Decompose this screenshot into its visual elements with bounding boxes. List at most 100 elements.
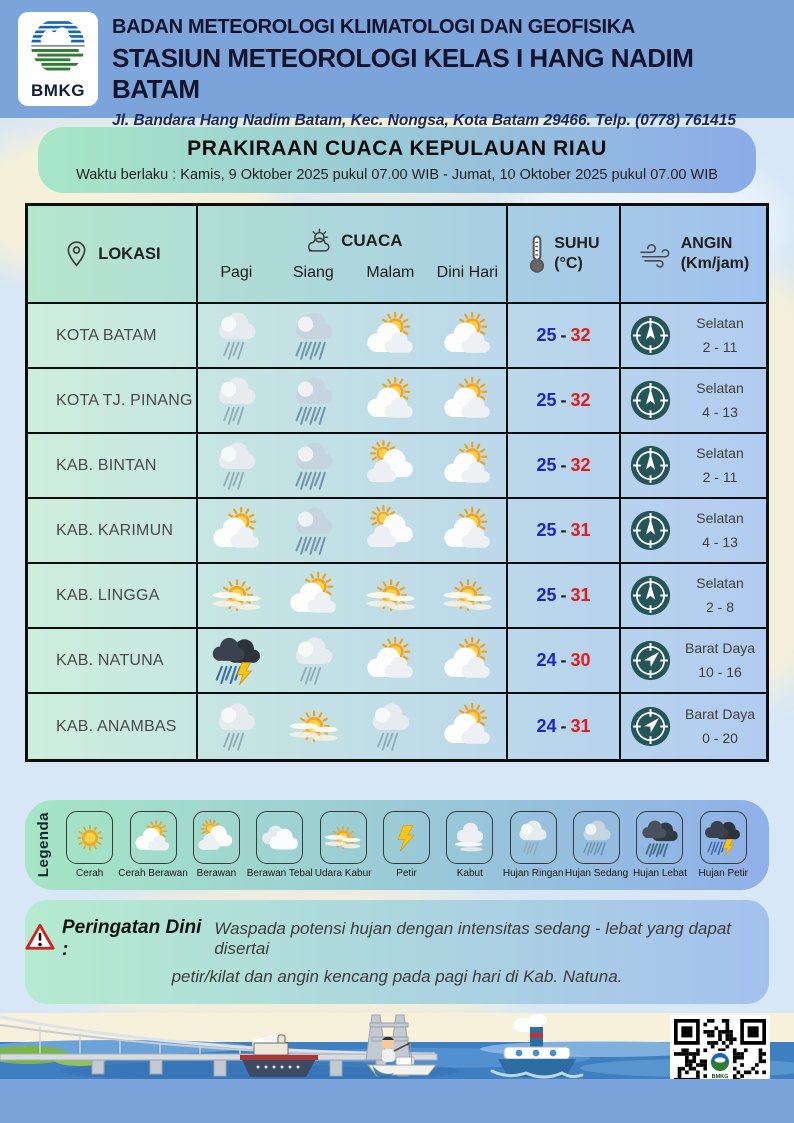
wind-direction: Selatan xyxy=(696,445,744,462)
weather-icon-pagi xyxy=(198,306,275,366)
header-band: BMKG BADAN METEOROLOGI KLIMATOLOGI DAN G… xyxy=(0,0,794,129)
content-area: PRAKIRAAN CUACA KEPULAUAN RIAU Waktu ber… xyxy=(0,118,794,1079)
wind-speed-range: 2 - 8 xyxy=(706,598,735,615)
period-siang: Siang xyxy=(292,263,334,281)
forecast-table: LOKASI CUACA xyxy=(25,203,769,762)
warning-text-line2: petir/kilat dan angin kencang pada pagi … xyxy=(171,967,623,986)
legend-band: Legenda Cerah Cerah Berawan Berawan Berawan… xyxy=(25,800,769,890)
temperature-range: 25 - 31 xyxy=(506,499,619,562)
table-row: KAB. KARIMUN 25 - 31 Selatan 4 - 13 xyxy=(28,499,766,564)
location-label: KAB. BINTAN xyxy=(56,456,157,474)
weather-icon-dini-hari xyxy=(429,306,506,366)
temp-separator: - xyxy=(560,455,567,475)
temp-max: 32 xyxy=(570,390,591,410)
weather-icon-dini-hari xyxy=(429,371,506,431)
weather-icon-pagi xyxy=(198,371,275,431)
legend-icon-berawan-tebal xyxy=(256,811,304,864)
weather-icon-malam xyxy=(352,697,429,757)
wind-unit-label: (Km/jam) xyxy=(680,255,750,272)
period-dini-hari: Dini Hari xyxy=(436,263,498,281)
legend-label: Hujan Sedang xyxy=(564,868,629,879)
period-headers: Pagi Siang Malam Dini Hari xyxy=(198,264,506,282)
weather-icon-dini-hari xyxy=(429,566,506,626)
column-header-weather: CUACA Pagi Siang Malam Dini Hari xyxy=(195,206,506,302)
wind-icon xyxy=(639,244,670,268)
legend-icon-berawan xyxy=(192,811,240,864)
warning-title: Peringatan Dini : xyxy=(62,917,202,960)
table-row: KOTA BATAM 25 - 32 Selatan 2 - 11 xyxy=(28,304,766,369)
column-header-wind: ANGIN (Km/jam) xyxy=(618,206,766,302)
weather-header-icon xyxy=(308,228,330,252)
temp-min: 25 xyxy=(536,520,557,540)
period-malam: Malam xyxy=(366,263,415,281)
temp-max: 31 xyxy=(570,520,591,540)
weather-icon-malam xyxy=(352,501,429,561)
bmkg-logo-label: BMKG xyxy=(31,81,85,100)
legend-icon-hujan-ringan xyxy=(509,811,557,864)
wind-speed-range: 10 - 16 xyxy=(698,663,742,680)
temp-max: 32 xyxy=(570,455,591,475)
temperature-range: 25 - 32 xyxy=(506,304,619,367)
qr-code: BMKG xyxy=(670,1015,770,1079)
location-label: KAB. NATUNA xyxy=(56,651,164,669)
forecast-validity: Waktu berlaku : Kamis, 9 Oktober 2025 pu… xyxy=(76,167,718,183)
weather-icon-malam xyxy=(352,306,429,366)
temp-max: 31 xyxy=(570,716,591,736)
legend-item: Hujan Sedang xyxy=(565,811,628,879)
legend-icon-hujan-lebat xyxy=(636,811,684,864)
warning-triangle-icon xyxy=(25,922,55,957)
legend-icon-hujan-sedang xyxy=(573,811,621,864)
wind-direction: Barat Daya xyxy=(684,706,756,723)
legend-label: Berawan xyxy=(196,868,237,879)
wind-speed-range: 2 - 11 xyxy=(702,468,738,485)
wind-compass-icon xyxy=(630,380,671,421)
legend-label: Petir xyxy=(396,868,417,879)
wind-compass-icon xyxy=(630,315,671,356)
warning-band: Peringatan Dini : Waspada potensi hujan … xyxy=(25,900,769,1004)
temperature-range: 25 - 31 xyxy=(506,564,619,627)
wind-direction: Selatan xyxy=(696,510,744,527)
temp-separator: - xyxy=(560,716,567,736)
temp-max: 32 xyxy=(570,325,591,345)
weather-header-label: CUACA xyxy=(341,230,403,250)
legend-label: Kabut xyxy=(456,868,483,879)
wind-speed-range: 4 - 13 xyxy=(702,403,738,420)
weather-icon-pagi xyxy=(198,566,275,626)
location-pin-icon xyxy=(67,241,86,267)
temp-min: 24 xyxy=(536,650,557,670)
wind-speed-range: 4 - 13 xyxy=(702,533,738,550)
wind-speed-range: 0 - 20 xyxy=(702,729,738,746)
legend-item: Hujan Lebat xyxy=(632,811,688,879)
location-label: KOTA BATAM xyxy=(56,326,157,344)
temp-separator: - xyxy=(560,390,567,410)
weather-icon-siang xyxy=(275,306,352,366)
table-row: KAB. NATUNA 24 - 30 Barat Daya 10 - 16 xyxy=(28,629,766,694)
weather-icon-pagi xyxy=(198,697,275,757)
weather-icon-pagi xyxy=(198,501,275,561)
legend-icon-cerah xyxy=(66,811,114,864)
column-header-location: LOKASI xyxy=(28,206,196,302)
legend-label: Hujan Petir xyxy=(698,868,748,879)
weather-icon-siang xyxy=(275,631,352,691)
temp-separator: - xyxy=(560,520,567,540)
table-row: KOTA TJ. PINANG 25 - 32 Selatan 4 - 13 xyxy=(28,369,766,434)
temp-min: 25 xyxy=(536,325,557,345)
temp-max: 30 xyxy=(570,650,591,670)
weather-icon-malam xyxy=(352,566,429,626)
warning-text-line1: Waspada potensi hujan dengan intensitas … xyxy=(214,919,732,958)
location-header-label: LOKASI xyxy=(98,244,161,263)
temp-min: 25 xyxy=(536,390,557,410)
wind-compass-icon xyxy=(630,575,671,616)
temperature-range: 25 - 32 xyxy=(506,434,619,497)
legend-label: Hujan Lebat xyxy=(632,868,687,879)
legend-title: Legenda xyxy=(35,812,52,878)
weather-icon-malam xyxy=(352,436,429,496)
station-address: Jl. Bandara Hang Nadim Batam, Kec. Nongs… xyxy=(112,112,736,129)
weather-icon-dini-hari xyxy=(429,436,506,496)
weather-icon-siang xyxy=(275,566,352,626)
column-header-temp: SUHU (°C) xyxy=(505,206,619,302)
wind-compass-icon xyxy=(630,445,671,486)
svg-text:BMKG: BMKG xyxy=(712,1074,729,1079)
temperature-range: 24 - 30 xyxy=(506,629,619,692)
weather-icon-malam xyxy=(352,631,429,691)
